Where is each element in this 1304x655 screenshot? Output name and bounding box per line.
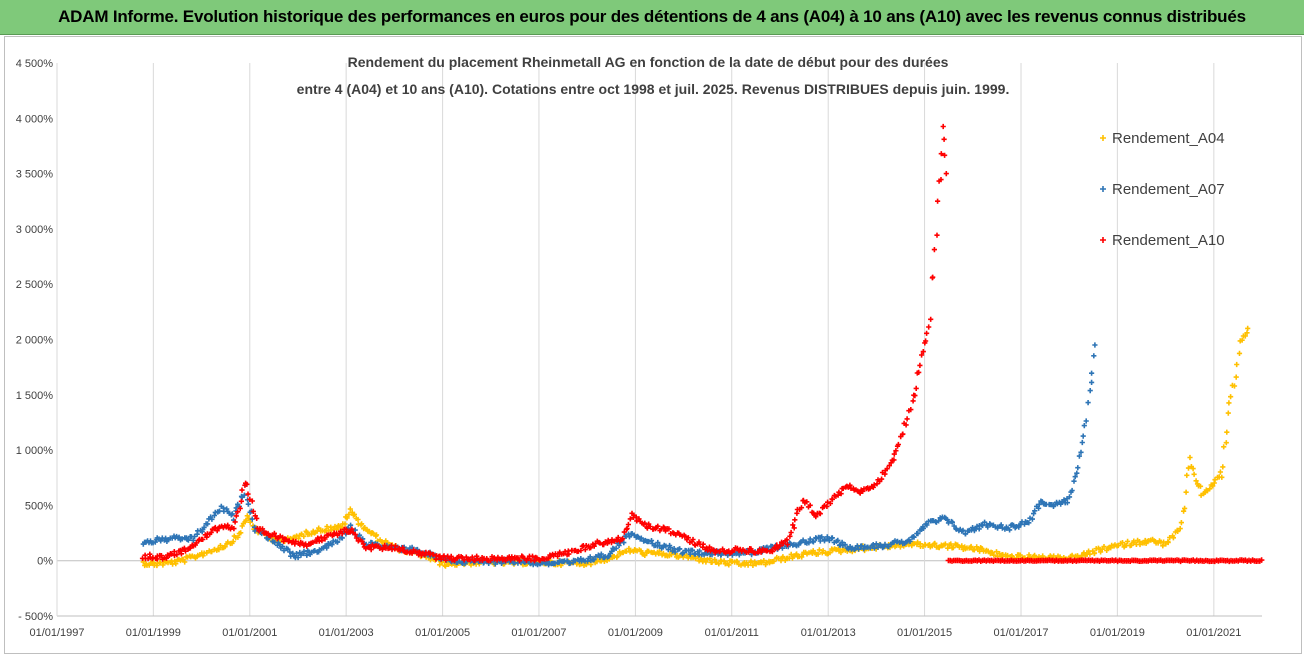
legend-label: Rendement_A07 xyxy=(1112,181,1225,198)
y-tick-label: 4 000% xyxy=(16,113,54,125)
x-tick-label: 01/01/2007 xyxy=(511,627,566,639)
chart-title-line-2: entre 4 (A04) et 10 ans (A10). Cotations… xyxy=(297,81,1010,97)
chart-svg: - 500% 0% 500% 1 000% 1 500% 2 000% 2 500% 3 00… xyxy=(16,54,1265,639)
x-tick-label: 01/01/2003 xyxy=(319,627,374,639)
x-tick-label: 01/01/2009 xyxy=(608,627,663,639)
x-tick-label: 01/01/1999 xyxy=(126,627,181,639)
chart-area: - 500% 0% 500% 1 000% 1 500% 2 000% 2 500% 3 00… xyxy=(4,36,1302,654)
x-tick-label: 01/01/2017 xyxy=(993,627,1048,639)
x-tick-label: 01/01/2001 xyxy=(222,627,277,639)
series-rendement-a10 xyxy=(139,123,1265,565)
y-tick-label: 3 000% xyxy=(16,224,54,236)
x-tick-label: 01/01/2011 xyxy=(705,627,759,639)
y-tick-label: 3 500% xyxy=(16,169,54,181)
y-tick-label: 1 500% xyxy=(16,390,54,402)
legend-entry: Rendement_A10 xyxy=(1100,232,1225,249)
x-tick-label: 01/01/2013 xyxy=(801,627,856,639)
y-tick-label: - 500% xyxy=(18,611,53,623)
legend-entry: Rendement_A04 xyxy=(1100,130,1225,147)
report-header: ADAM Informe. Evolution historique des p… xyxy=(0,0,1304,35)
x-tick-label: 01/01/2021 xyxy=(1186,627,1241,639)
y-tick-label: 500% xyxy=(25,500,53,512)
y-tick-label: 0% xyxy=(37,556,53,568)
legend-entry: Rendement_A07 xyxy=(1100,181,1225,198)
y-tick-label: 1 000% xyxy=(16,445,54,457)
x-tick-label: 01/01/2005 xyxy=(415,627,470,639)
series-rendement-a04 xyxy=(140,325,1251,569)
x-tick-label: 01/01/2019 xyxy=(1090,627,1145,639)
legend-label: Rendement_A10 xyxy=(1112,232,1225,249)
y-tick-label: 2 500% xyxy=(16,279,54,291)
axis-layer: - 500% 0% 500% 1 000% 1 500% 2 000% 2 500% 3 00… xyxy=(16,58,1262,639)
x-tick-label: 01/01/2015 xyxy=(897,627,952,639)
y-tick-label: 2 000% xyxy=(16,335,54,347)
legend-label: Rendement_A04 xyxy=(1112,130,1225,147)
series-layer xyxy=(139,123,1265,569)
y-tick-label: 4 500% xyxy=(16,58,54,70)
grid-layer xyxy=(56,63,1262,616)
report-title: ADAM Informe. Evolution historique des p… xyxy=(58,7,1246,26)
legend: Rendement_A04 Rendement_A07 Rendement_A10 xyxy=(1100,130,1225,249)
series-rendement-a07 xyxy=(140,342,1098,568)
x-tick-label: 01/01/1997 xyxy=(29,627,84,639)
chart-title-line-1: Rendement du placement Rheinmetall AG en… xyxy=(348,54,949,70)
